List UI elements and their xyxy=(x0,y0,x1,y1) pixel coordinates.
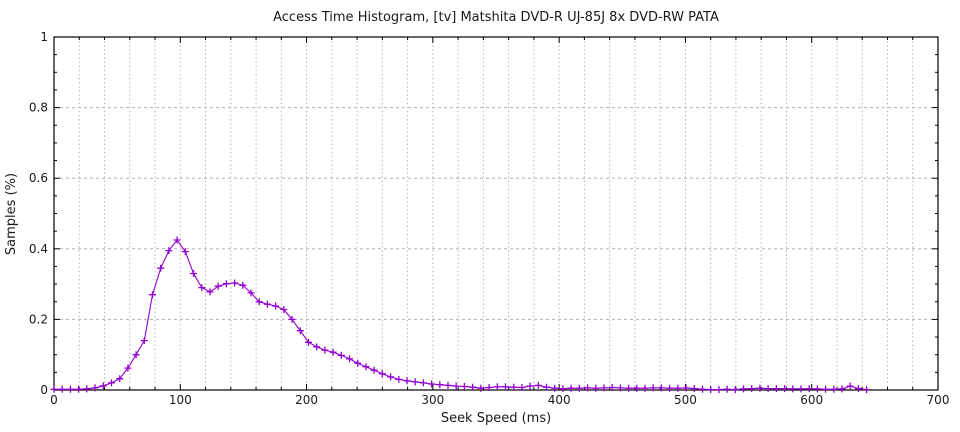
x-axis-label: Seek Speed (ms) xyxy=(441,411,551,426)
x-tick-label: 500 xyxy=(674,393,697,407)
chart-title: Access Time Histogram, [tv] Matshita DVD… xyxy=(273,10,719,25)
plot-border xyxy=(53,36,939,391)
x-tick-label: 200 xyxy=(295,393,318,407)
y-tick-label: 1 xyxy=(40,30,48,44)
x-tick-label: 300 xyxy=(421,393,444,407)
x-tick-label: 100 xyxy=(169,393,192,407)
x-tick-label: 400 xyxy=(548,393,571,407)
x-tick-label: 0 xyxy=(50,393,58,407)
y-tick-label: 0.8 xyxy=(29,101,48,115)
grid-layer xyxy=(54,37,938,390)
series-markers xyxy=(50,236,871,394)
border-rect xyxy=(53,36,939,391)
tick-labels: 0 100 200 300 400 500 600 700 0 0.2 0.4 0.6 0.8 1 xyxy=(29,30,950,407)
series-dvd-seek xyxy=(50,236,871,394)
y-tick-label: 0.4 xyxy=(29,242,48,256)
y-tick-label: 0.6 xyxy=(29,171,48,185)
tick-marks xyxy=(53,36,939,391)
y-axis-label: Samples (%) xyxy=(4,173,19,255)
series-line xyxy=(54,239,867,391)
x-tick-label: 700 xyxy=(927,393,950,407)
x-tick-label: 600 xyxy=(800,393,823,407)
y-tick-label: 0 xyxy=(40,383,48,397)
y-tick-label: 0.2 xyxy=(29,312,48,326)
